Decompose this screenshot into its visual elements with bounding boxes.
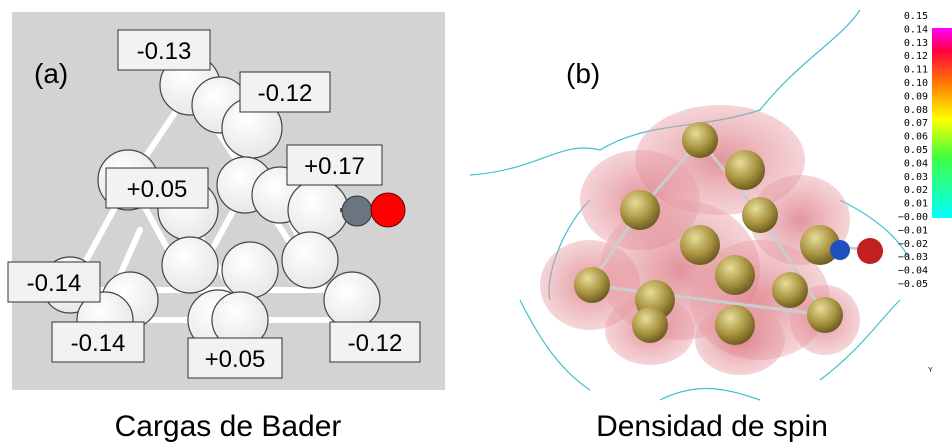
colorbar-tick-label: 0.02	[904, 185, 928, 196]
colorbar-tick-label: −0.01	[898, 225, 928, 236]
colorbar-tick-label: 0.11	[904, 65, 928, 76]
colorbar	[932, 28, 952, 218]
panel-label: (b)	[566, 58, 600, 89]
colorbar-tick-label: 0.09	[904, 91, 928, 102]
charge-label: -0.13	[137, 38, 192, 65]
colorbar-tick-label: 0.01	[904, 199, 928, 210]
colorbar-tick-label: 0.06	[904, 132, 928, 143]
colorbar-tick-label: −0.02	[898, 239, 928, 250]
charge-label: +0.05	[205, 346, 266, 373]
colorbar-tick-label: −0.03	[898, 252, 928, 263]
colorbar-labels: 0.15 0.14 0.13 0.12 0.11 0.10 0.09 0.08 0.07 0.06…	[898, 11, 928, 290]
figure: -0.13 -0.12 +0.17 +0.05 -0.14 -0.14 +0.05 -0.12…	[0, 0, 952, 448]
colorbar-tick-label: 0.04	[904, 158, 928, 169]
panel-label: (a)	[34, 58, 68, 89]
charge-label: +0.17	[304, 153, 365, 180]
colorbar-tick-label: 0.08	[904, 105, 928, 116]
colorbar-tick-label: 0.14	[904, 24, 928, 35]
colorbar-tick-label: 0.10	[904, 78, 928, 89]
colorbar-tick-label: −0.04	[898, 266, 928, 277]
charge-label: +0.05	[127, 176, 188, 203]
colorbar-tick-label: −0.00	[898, 212, 928, 223]
colorbar-tick-label: 0.12	[904, 51, 928, 62]
colorbar-tick-label: 0.03	[904, 172, 928, 183]
oxygen-atom	[857, 238, 883, 264]
colorbar-tick-label: 0.07	[904, 118, 928, 129]
charge-label: -0.14	[27, 270, 82, 297]
carbon-atom	[830, 240, 850, 260]
charge-label: -0.12	[258, 80, 313, 107]
colorbar-tick-label: 0.15	[904, 11, 928, 22]
oxygen-atom	[371, 193, 405, 227]
carbon-atom	[342, 196, 372, 226]
colorbar-tick-label: 0.05	[904, 145, 928, 156]
caption: Cargas de Bader	[115, 410, 342, 443]
colorbar-tick-label: −0.05	[898, 279, 928, 290]
axis-label: Y	[928, 367, 933, 374]
caption: Densidad de spin	[596, 410, 828, 443]
colorbar-tick-label: 0.13	[904, 38, 928, 49]
charge-label: -0.14	[71, 330, 126, 357]
charge-label: -0.12	[348, 330, 403, 357]
